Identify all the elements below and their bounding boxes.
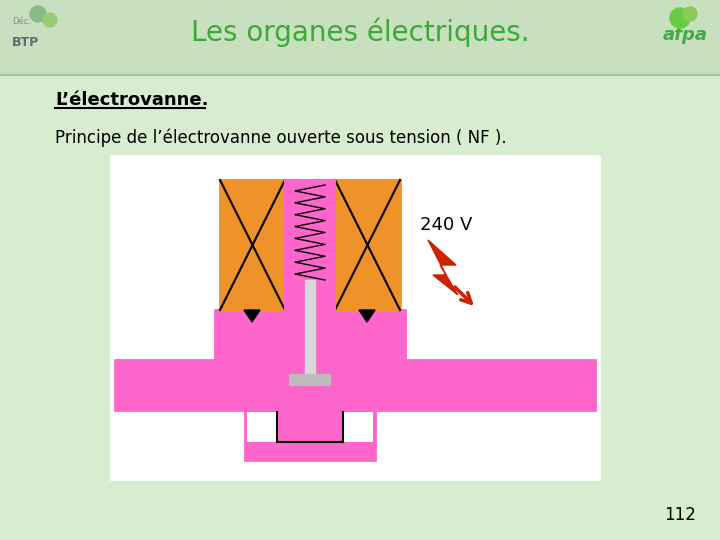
Bar: [0, 0, 720, 75]
Bar: [305, 280, 315, 375]
Bar: [220, 180, 285, 310]
Bar: [247, 412, 277, 442]
Bar: [335, 180, 400, 310]
Bar: [285, 180, 335, 310]
Bar: [110, 155, 600, 480]
Circle shape: [683, 7, 697, 21]
Polygon shape: [428, 240, 458, 295]
Bar: [245, 410, 375, 460]
Text: BTP: BTP: [12, 36, 40, 49]
Text: 240 V: 240 V: [420, 216, 472, 234]
Bar: [115, 360, 595, 410]
Circle shape: [30, 6, 46, 22]
Polygon shape: [359, 310, 375, 322]
Bar: [245, 410, 375, 460]
Bar: [343, 412, 373, 442]
Circle shape: [43, 13, 57, 27]
Text: Déc.: Déc.: [12, 17, 31, 26]
Text: Les organes électriques.: Les organes électriques.: [191, 17, 529, 47]
Bar: [290, 375, 330, 385]
Text: 112: 112: [664, 506, 696, 524]
Text: L’électrovanne.: L’électrovanne.: [55, 91, 209, 109]
Text: afpa: afpa: [662, 26, 708, 44]
Text: Principe de l’électrovanne ouverte sous tension ( NF ).: Principe de l’électrovanne ouverte sous …: [55, 129, 507, 147]
Polygon shape: [244, 310, 260, 322]
Bar: [215, 310, 405, 360]
Circle shape: [670, 8, 690, 28]
